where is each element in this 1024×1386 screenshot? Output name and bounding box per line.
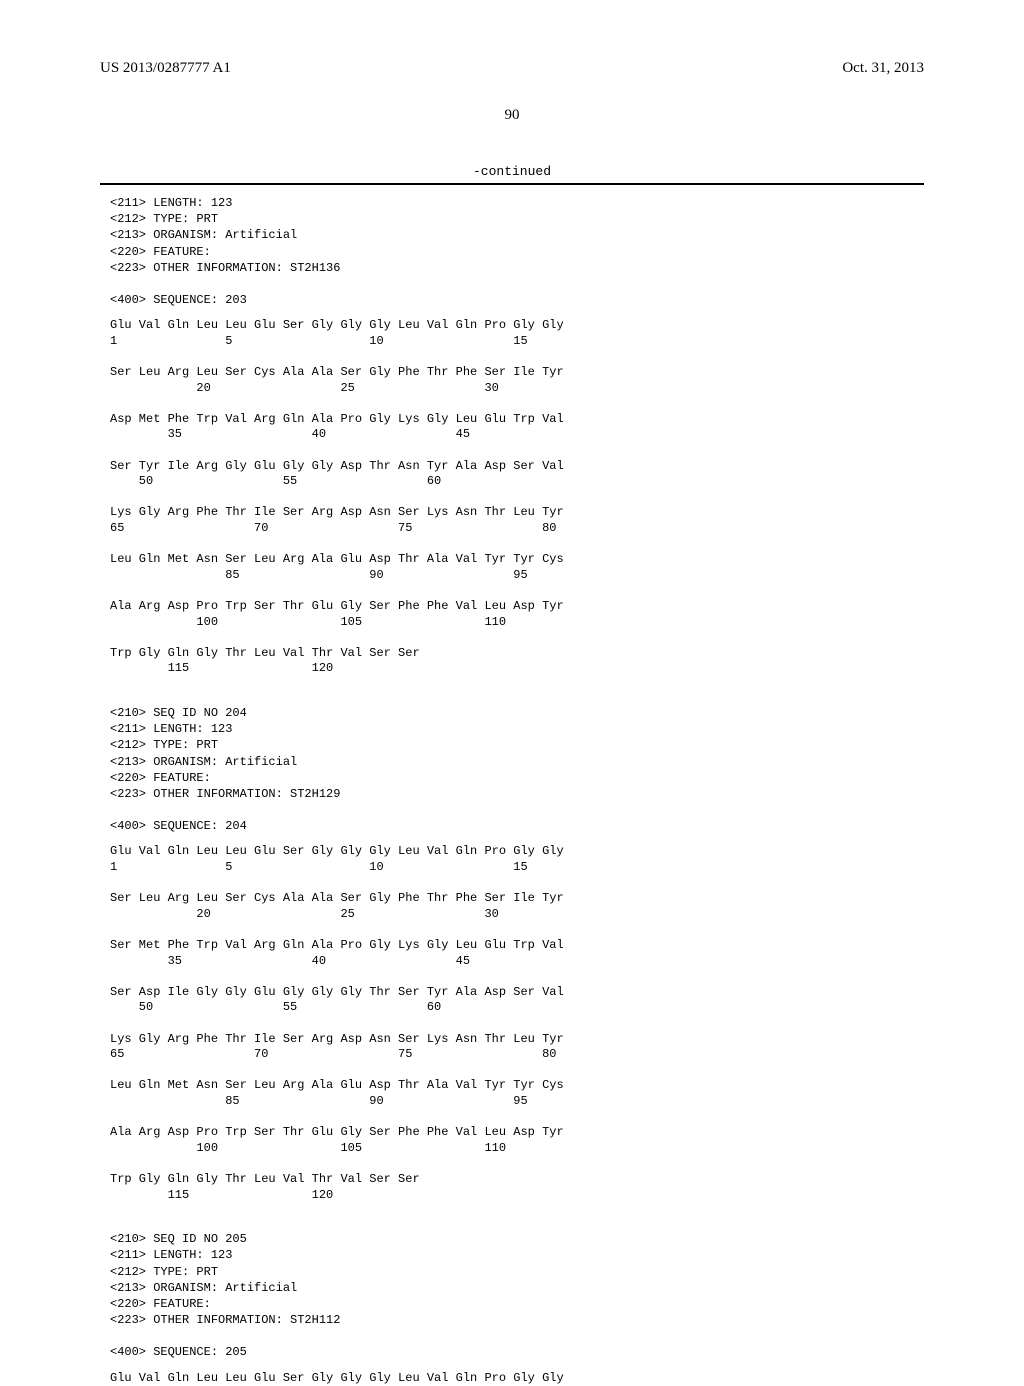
continued-label: -continued bbox=[100, 164, 924, 179]
page-number: 90 bbox=[100, 107, 924, 124]
divider-top bbox=[100, 183, 924, 185]
seq204-meta: <210> SEQ ID NO 204 <211> LENGTH: 123 <2… bbox=[110, 705, 924, 835]
publication-date: Oct. 31, 2013 bbox=[842, 60, 924, 77]
page-header: US 2013/0287777 A1 Oct. 31, 2013 bbox=[100, 60, 924, 77]
seq204-body: Glu Val Gln Leu Leu Glu Ser Gly Gly Gly … bbox=[110, 844, 924, 1203]
seq205-meta: <210> SEQ ID NO 205 <211> LENGTH: 123 <2… bbox=[110, 1231, 924, 1361]
publication-number: US 2013/0287777 A1 bbox=[100, 60, 231, 77]
seq203-meta: <211> LENGTH: 123 <212> TYPE: PRT <213> … bbox=[110, 195, 924, 308]
patent-page: US 2013/0287777 A1 Oct. 31, 2013 90 -con… bbox=[0, 0, 1024, 1320]
seq203-body: Glu Val Gln Leu Leu Glu Ser Gly Gly Gly … bbox=[110, 318, 924, 677]
seq205-body: Glu Val Gln Leu Leu Glu Ser Gly Gly Gly … bbox=[110, 1371, 924, 1386]
